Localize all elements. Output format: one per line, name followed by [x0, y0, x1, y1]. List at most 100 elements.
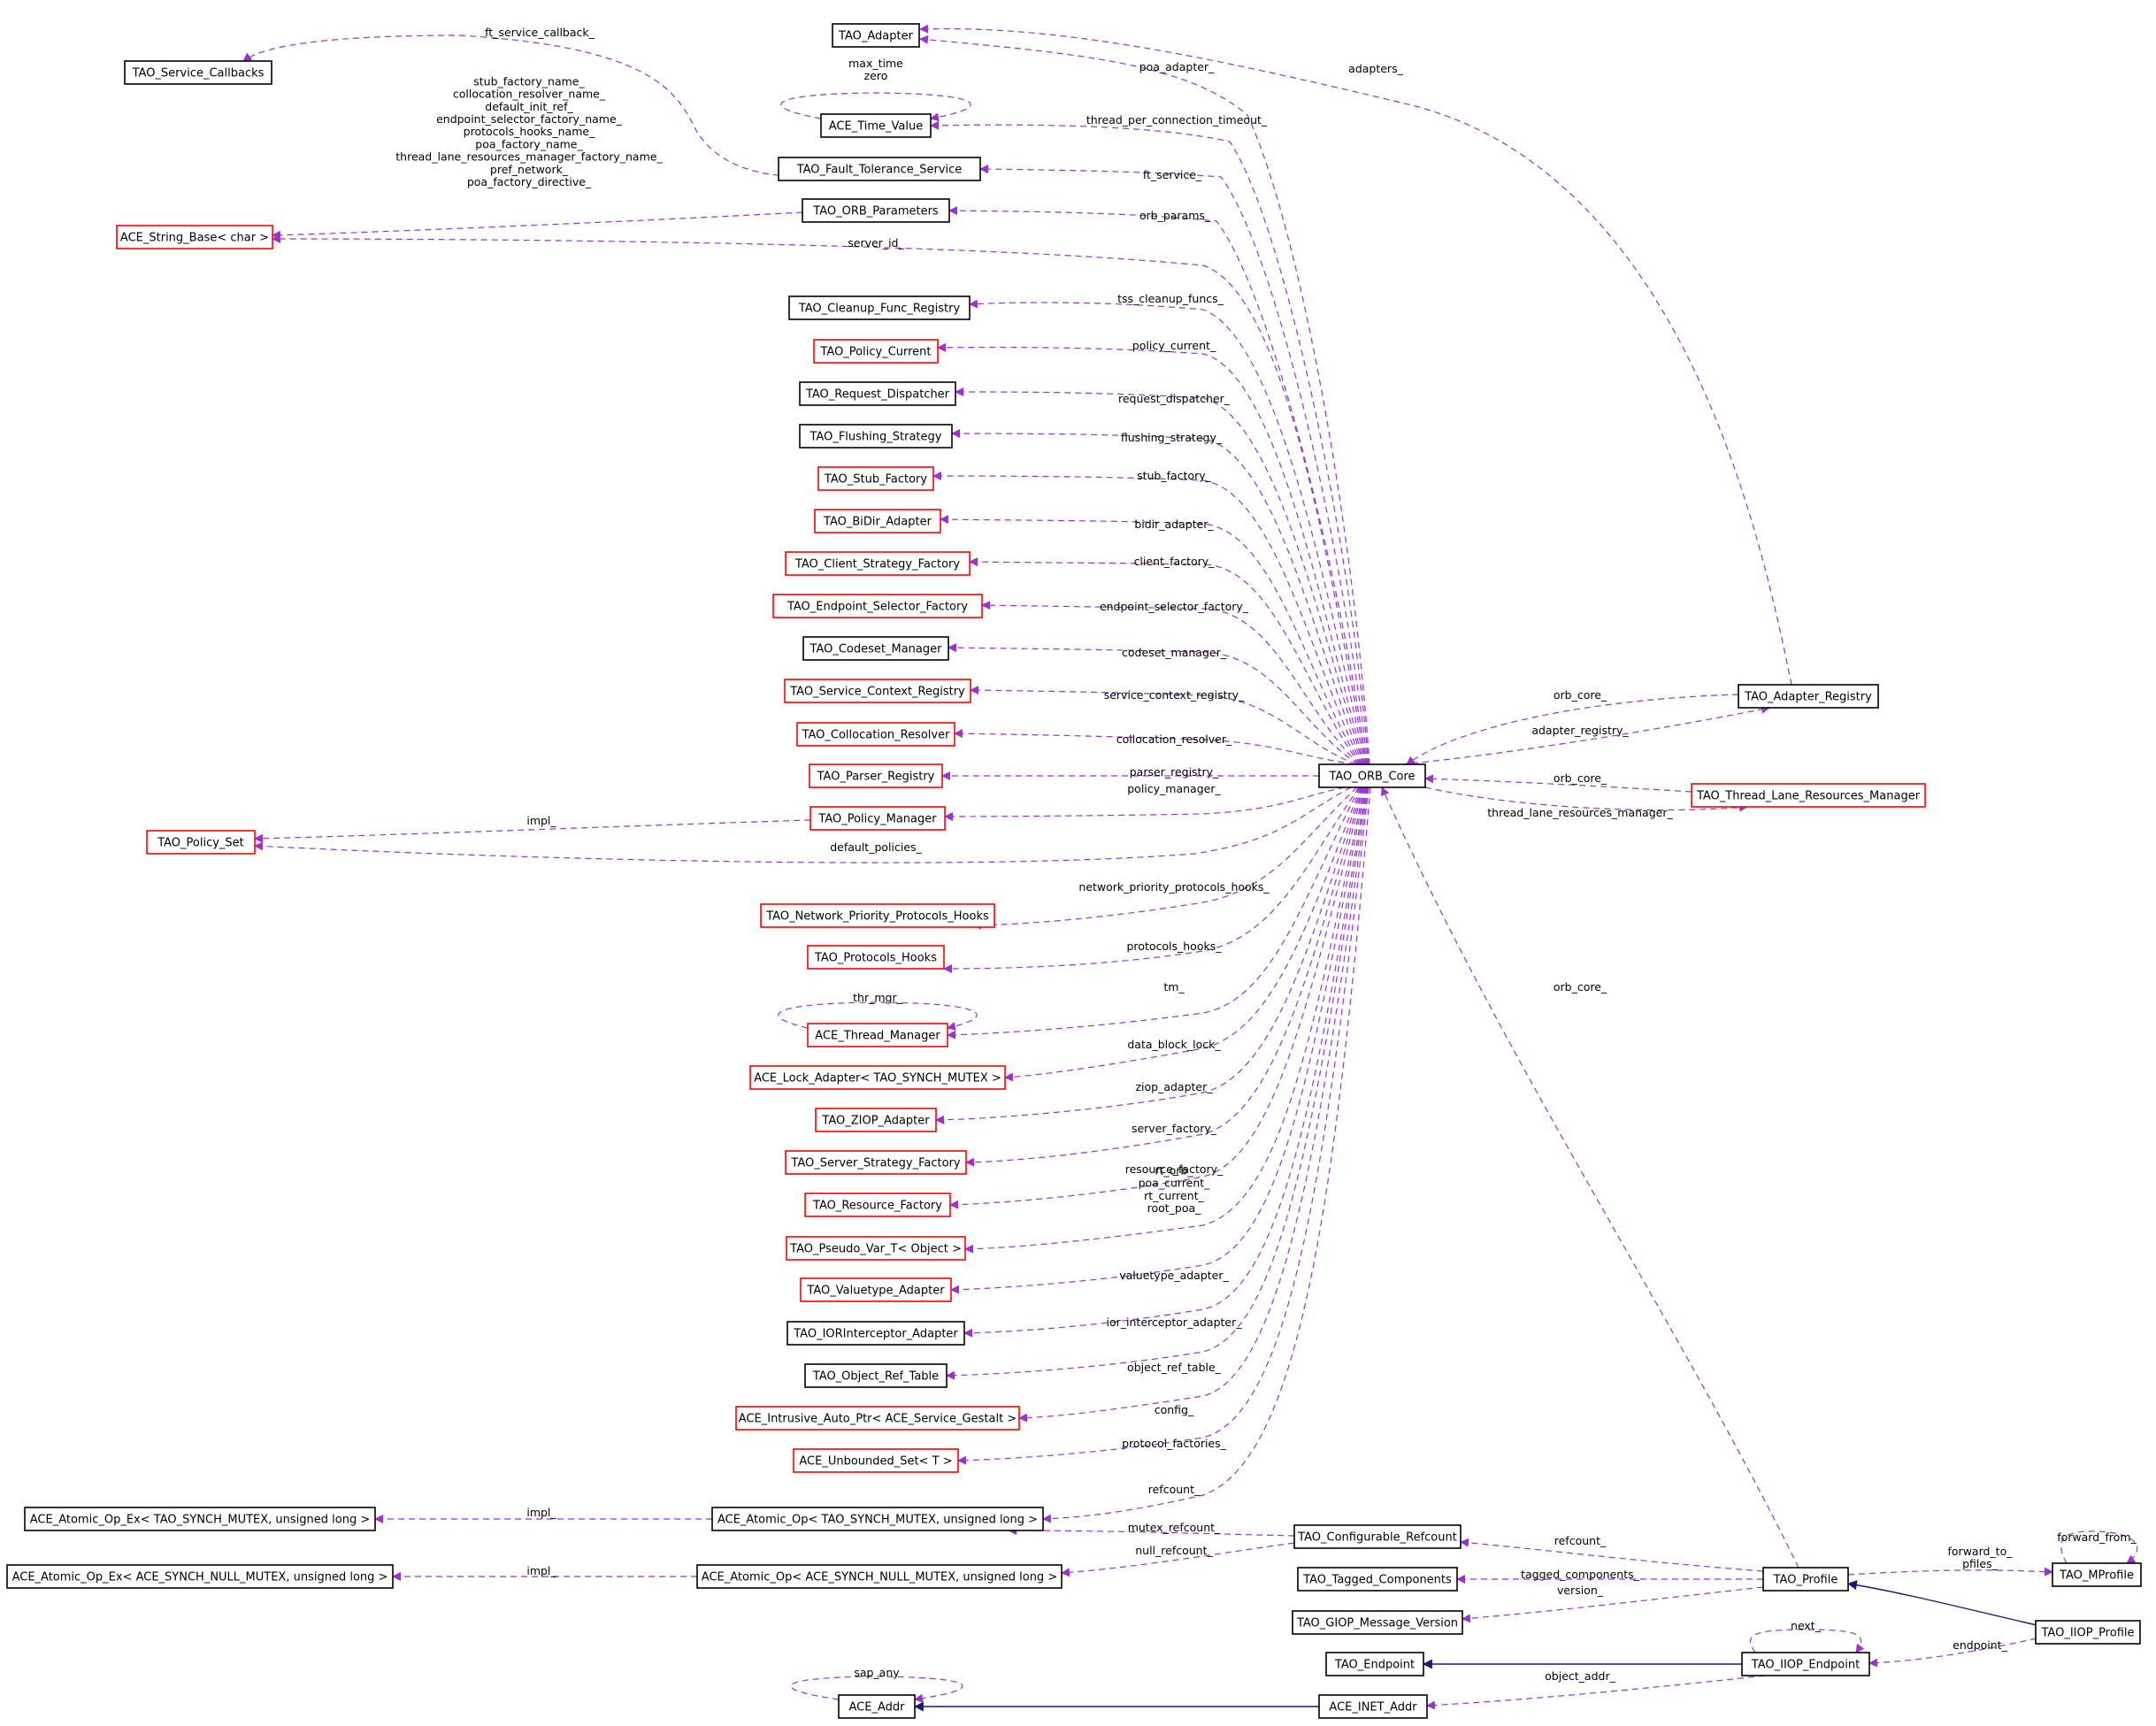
node-box[interactable] — [24, 1507, 376, 1531]
node-box[interactable] — [1691, 783, 1926, 808]
node-box[interactable] — [1318, 763, 1426, 788]
node-ft-service[interactable]: TAO_Fault_Tolerance_Service — [778, 157, 981, 181]
node-box[interactable] — [1741, 1652, 1870, 1676]
node-orb-core[interactable]: TAO_ORB_Core — [1318, 763, 1426, 788]
node-box[interactable] — [2035, 1620, 2141, 1645]
node-string-base[interactable]: ACE_String_Base< char > — [116, 225, 273, 249]
node-box[interactable] — [804, 1363, 948, 1388]
node-box[interactable] — [6, 1564, 394, 1589]
node-box[interactable] — [807, 1023, 948, 1047]
node-adapter-reg[interactable]: TAO_Adapter_Registry — [1738, 684, 1879, 709]
node-box[interactable] — [809, 806, 946, 831]
node-box[interactable] — [735, 1406, 1020, 1431]
node-colloc[interactable]: TAO_Collocation_Resolver — [796, 722, 955, 747]
node-tlrm[interactable]: TAO_Thread_Lane_Resources_Manager — [1691, 783, 1926, 808]
node-policy-mgr[interactable]: TAO_Policy_Manager — [809, 806, 946, 831]
node-box[interactable] — [785, 1150, 967, 1175]
node-cleanup[interactable]: TAO_Cleanup_Func_Registry — [788, 295, 971, 320]
node-iiop-profile[interactable]: TAO_IIOP_Profile — [2035, 1620, 2141, 1645]
node-box[interactable] — [1318, 1694, 1428, 1719]
node-box[interactable] — [793, 1448, 959, 1473]
node-svc-cb[interactable]: TAO_Service_Callbacks — [124, 60, 272, 85]
node-profile[interactable]: TAO_Profile — [1762, 1567, 1849, 1592]
node-box[interactable] — [807, 945, 945, 970]
node-time-value[interactable]: ACE_Time_Value — [820, 113, 932, 138]
node-ziop[interactable]: TAO_ZIOP_Adapter — [815, 1108, 937, 1132]
node-codeset[interactable]: TAO_Codeset_Manager — [802, 636, 949, 661]
node-endpoint[interactable]: TAO_Endpoint — [1325, 1652, 1424, 1676]
node-box[interactable] — [785, 551, 971, 576]
node-box[interactable] — [1293, 1524, 1462, 1549]
node-parser[interactable]: TAO_Parser_Registry — [809, 763, 943, 788]
node-net-prio[interactable]: TAO_Network_Priority_Protocols_Hooks — [760, 903, 995, 928]
node-box[interactable] — [772, 594, 983, 618]
node-box[interactable] — [832, 23, 920, 48]
node-valuetype[interactable]: TAO_Valuetype_Adapter — [800, 1277, 952, 1302]
node-box[interactable] — [817, 466, 934, 491]
node-unbounded[interactable]: ACE_Unbounded_Set< T > — [793, 1448, 959, 1473]
node-box[interactable] — [1292, 1610, 1463, 1635]
node-lock-adapter[interactable]: ACE_Lock_Adapter< TAO_SYNCH_MUTEX > — [749, 1065, 1006, 1090]
node-box[interactable] — [799, 424, 953, 449]
node-thread-mgr[interactable]: ACE_Thread_Manager — [807, 1023, 948, 1047]
node-box[interactable] — [786, 1321, 965, 1346]
node-box[interactable] — [749, 1065, 1006, 1090]
node-policy-set[interactable]: TAO_Policy_Set — [146, 830, 256, 855]
node-box[interactable] — [1297, 1567, 1458, 1592]
node-box[interactable] — [1762, 1567, 1849, 1592]
node-box[interactable] — [820, 113, 932, 138]
node-resource[interactable]: TAO_Resource_Factory — [804, 1193, 951, 1217]
node-stub-factory[interactable]: TAO_Stub_Factory — [817, 466, 934, 491]
node-box[interactable] — [814, 509, 941, 533]
node-box[interactable] — [813, 339, 939, 364]
node-box[interactable] — [116, 225, 273, 249]
node-conf-refcount[interactable]: TAO_Configurable_Refcount — [1293, 1524, 1462, 1549]
node-proto-hooks[interactable]: TAO_Protocols_Hooks — [807, 945, 945, 970]
node-box[interactable] — [802, 198, 950, 223]
node-server-strat[interactable]: TAO_Server_Strategy_Factory — [785, 1150, 967, 1175]
node-atomic-ex-mutex[interactable]: ACE_Atomic_Op_Ex< TAO_SYNCH_MUTEX, unsig… — [24, 1507, 376, 1531]
node-flushing[interactable]: TAO_Flushing_Strategy — [799, 424, 953, 449]
node-giop-ver[interactable]: TAO_GIOP_Message_Version — [1292, 1610, 1463, 1635]
node-inet-addr[interactable]: ACE_INET_Addr — [1318, 1694, 1428, 1719]
node-box[interactable] — [2052, 1562, 2142, 1587]
node-svc-ctx[interactable]: TAO_Service_Context_Registry — [784, 679, 971, 703]
node-box[interactable] — [802, 636, 949, 661]
node-ior-interceptor[interactable]: TAO_IORInterceptor_Adapter — [786, 1321, 965, 1346]
node-mprofile[interactable]: TAO_MProfile — [2052, 1562, 2142, 1587]
node-bidir[interactable]: TAO_BiDir_Adapter — [814, 509, 941, 533]
node-box[interactable] — [796, 722, 955, 747]
node-box[interactable] — [784, 679, 971, 703]
node-client-strat[interactable]: TAO_Client_Strategy_Factory — [785, 551, 971, 576]
node-orb-params[interactable]: TAO_ORB_Parameters — [802, 198, 950, 223]
node-ace-addr[interactable]: ACE_Addr — [838, 1694, 916, 1719]
node-box[interactable] — [124, 60, 272, 85]
node-endpoint-sel[interactable]: TAO_Endpoint_Selector_Factory — [772, 594, 983, 618]
node-box[interactable] — [778, 157, 981, 181]
node-box[interactable] — [800, 1277, 952, 1302]
node-intrusive[interactable]: ACE_Intrusive_Auto_Ptr< ACE_Service_Gest… — [735, 1406, 1020, 1431]
node-box[interactable] — [1325, 1652, 1424, 1676]
node-box[interactable] — [786, 1236, 966, 1261]
node-box[interactable] — [696, 1564, 1063, 1589]
node-box[interactable] — [809, 763, 943, 788]
node-box[interactable] — [804, 1193, 951, 1217]
node-iiop-endpoint[interactable]: TAO_IIOP_Endpoint — [1741, 1652, 1870, 1676]
node-box[interactable] — [1738, 684, 1879, 709]
node-policy-current[interactable]: TAO_Policy_Current — [813, 339, 939, 364]
node-box[interactable] — [799, 381, 956, 406]
node-tagged[interactable]: TAO_Tagged_Components — [1297, 1567, 1458, 1592]
node-box[interactable] — [838, 1694, 916, 1719]
node-atomic-ex-null[interactable]: ACE_Atomic_Op_Ex< ACE_SYNCH_NULL_MUTEX, … — [6, 1564, 394, 1589]
node-atomic-null[interactable]: ACE_Atomic_Op< ACE_SYNCH_NULL_MUTEX, uns… — [696, 1564, 1063, 1589]
node-pseudo-var[interactable]: TAO_Pseudo_Var_T< Object > — [786, 1236, 966, 1261]
node-box[interactable] — [788, 295, 971, 320]
node-box[interactable] — [711, 1507, 1044, 1531]
node-adapter[interactable]: TAO_Adapter — [832, 23, 920, 48]
node-box[interactable] — [760, 903, 995, 928]
node-atomic-mutex[interactable]: ACE_Atomic_Op< TAO_SYNCH_MUTEX, unsigned… — [711, 1507, 1044, 1531]
node-box[interactable] — [815, 1108, 937, 1132]
node-box[interactable] — [146, 830, 256, 855]
node-req-disp[interactable]: TAO_Request_Dispatcher — [799, 381, 956, 406]
node-obj-ref-table[interactable]: TAO_Object_Ref_Table — [804, 1363, 948, 1388]
